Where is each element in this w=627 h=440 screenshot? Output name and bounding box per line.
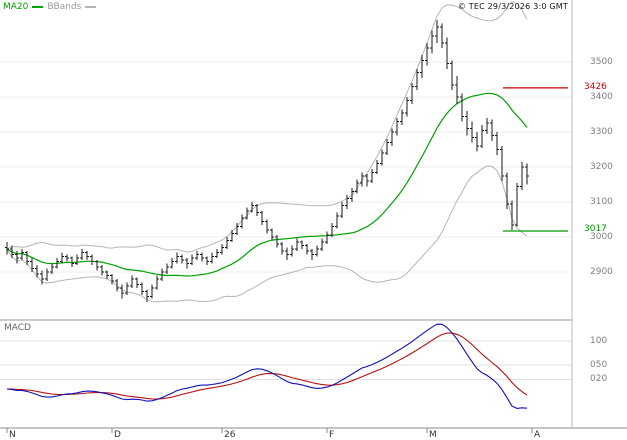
macd-plot bbox=[6, 323, 528, 409]
resistance-label: 3426 bbox=[584, 82, 607, 92]
macd-panel-label: MACD bbox=[4, 323, 31, 333]
price-axis-label: 3100 bbox=[590, 197, 613, 207]
x-axis-label: A bbox=[534, 430, 541, 440]
panel-borders bbox=[0, 0, 627, 429]
x-axis-label: N bbox=[9, 430, 16, 440]
copyright-text: © TEC 29/3/2026 3:0 GMT bbox=[457, 2, 568, 11]
ma20-line bbox=[6, 92, 528, 277]
macd-axis-label: 020 bbox=[590, 374, 608, 384]
legend-ma20-label: MA20 bbox=[3, 2, 29, 12]
x-axis-label: D bbox=[114, 430, 121, 440]
price-axis-label: 2900 bbox=[590, 267, 613, 277]
macd-line bbox=[6, 323, 528, 409]
macd-axis-label: 100 bbox=[590, 336, 608, 346]
price-gridlines bbox=[0, 61, 572, 273]
candlesticks bbox=[5, 20, 529, 302]
bbands-swatch bbox=[85, 6, 97, 8]
price-axis-label: 3000 bbox=[590, 232, 613, 242]
price-axis-label: 3500 bbox=[590, 57, 613, 67]
x-axis-label: F bbox=[329, 430, 335, 440]
price-axis-label: 3400 bbox=[590, 92, 613, 102]
macd-gridlines bbox=[0, 340, 572, 380]
price-axis-label: 3200 bbox=[590, 162, 613, 172]
legend-bbands-label: BBands bbox=[47, 2, 82, 12]
support-label: 3017 bbox=[584, 224, 607, 234]
ma20-swatch bbox=[32, 6, 44, 8]
price-axis-label: 3300 bbox=[590, 127, 613, 137]
bollinger-lower-line bbox=[6, 165, 528, 303]
x-axis-ticks bbox=[6, 428, 533, 433]
bollinger-upper-line bbox=[6, 0, 528, 253]
macd-signal-line bbox=[6, 332, 528, 400]
x-axis-label: 26 bbox=[224, 430, 236, 440]
x-axis-label: M bbox=[429, 430, 437, 440]
legend: MA20 BBands bbox=[3, 2, 97, 12]
macd-axis-label: 050 bbox=[590, 360, 608, 370]
